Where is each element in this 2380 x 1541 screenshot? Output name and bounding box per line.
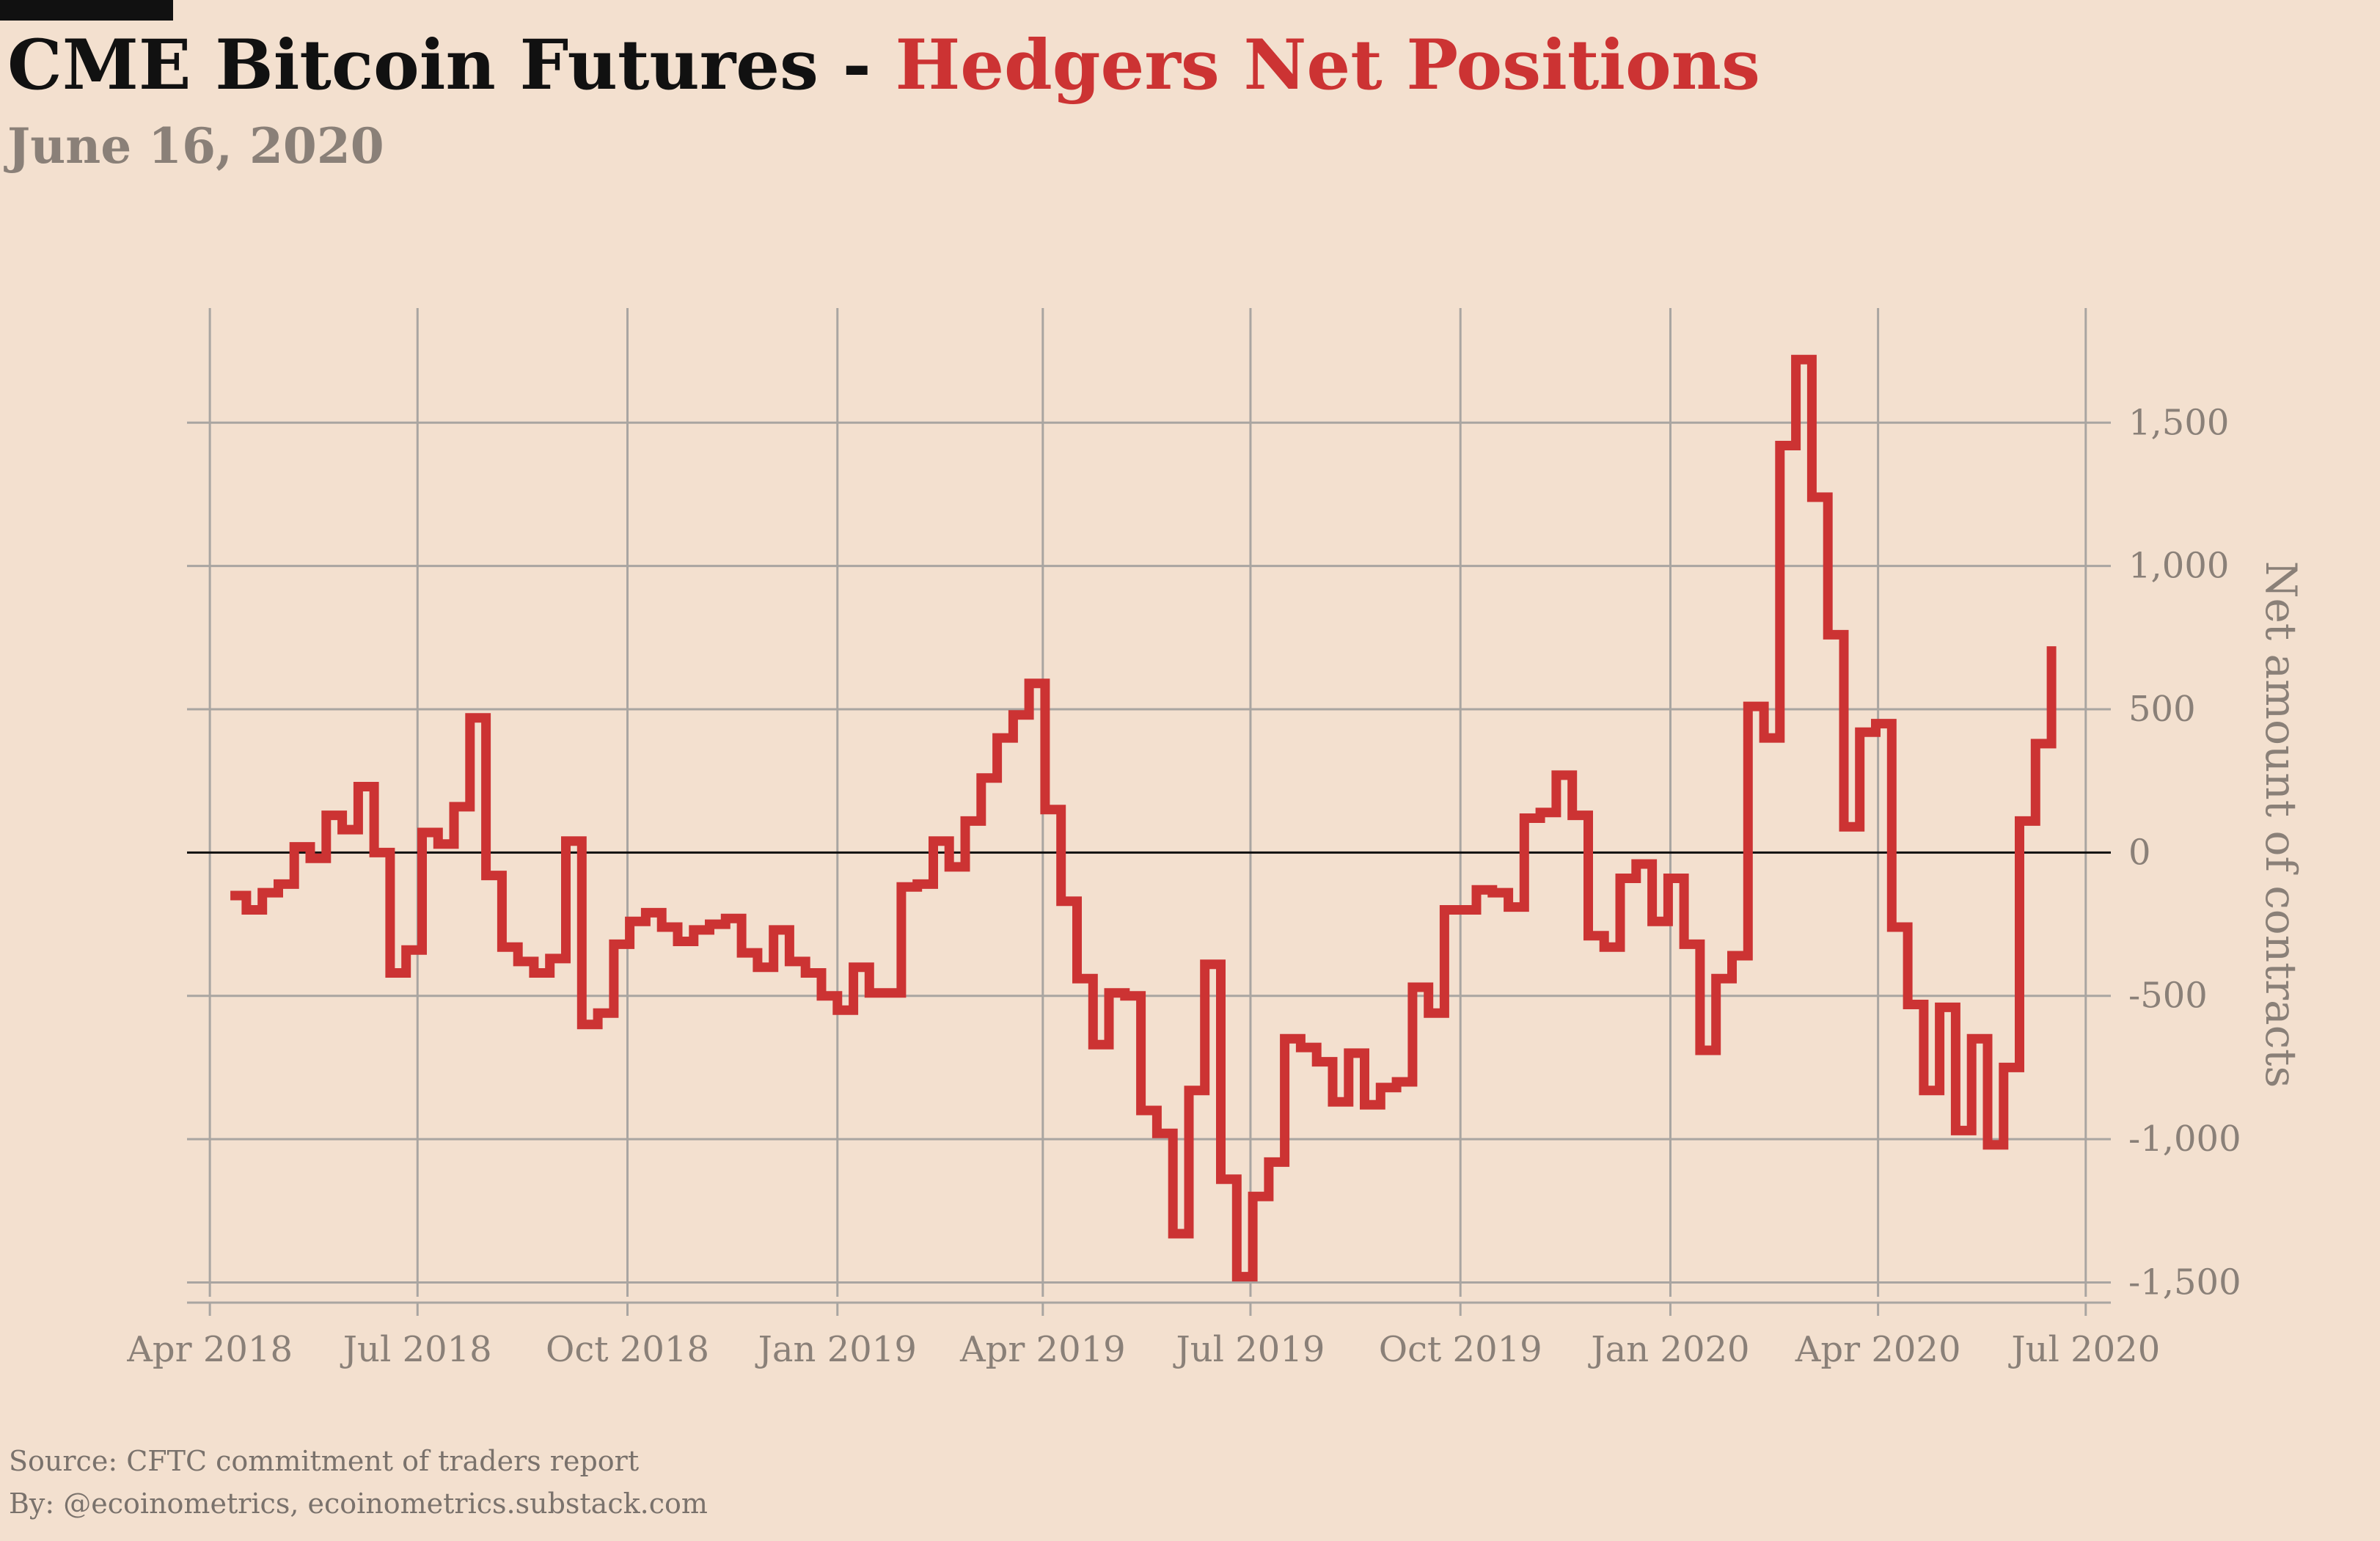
x-tick-label: Jan 2019 [755, 1329, 917, 1370]
hedgers-net-positions-line [230, 354, 2057, 1282]
x-gridlines [208, 308, 2087, 1297]
y-gridlines [187, 421, 2111, 1284]
y-tick-label: -1,500 [2128, 1262, 2241, 1303]
source-note: Source: CFTC commitment of traders repor… [9, 1445, 640, 1477]
byline: By: @ecoinometrics, ecoinometrics.substa… [9, 1487, 708, 1520]
y-tick-label: -500 [2128, 976, 2208, 1017]
top-accent-bar [0, 0, 173, 21]
x-tick-label: Jul 2018 [340, 1329, 492, 1370]
title-highlight: Hedgers Net Positions [895, 25, 1760, 106]
x-axis [187, 1301, 2111, 1316]
y-tick-label: 500 [2128, 689, 2196, 730]
x-tick-label: Jul 2019 [1173, 1329, 1325, 1370]
series-group [230, 354, 2057, 1282]
page-title: CME Bitcoin Futures - Hedgers Net Positi… [7, 25, 1760, 106]
y-tick-label: -1,000 [2128, 1119, 2241, 1160]
x-tick-label: Jul 2020 [2007, 1329, 2160, 1370]
x-tick-label: Oct 2019 [1379, 1329, 1542, 1370]
date-subtitle: June 16, 2020 [7, 117, 384, 175]
x-tick-label: Apr 2020 [1795, 1329, 1961, 1370]
title-main: CME Bitcoin Futures - [7, 25, 896, 106]
x-tick-labels: Apr 2018 Jul 2018 Oct 2018 Jan 2019 Apr 2019… [126, 1329, 2160, 1370]
y-tick-label: 1,500 [2128, 402, 2229, 443]
x-tick-label: Apr 2018 [126, 1329, 293, 1370]
y-tick-label: 1,000 [2128, 546, 2229, 587]
x-tick-label: Jan 2020 [1587, 1329, 1749, 1370]
x-tick-label: Apr 2019 [959, 1329, 1126, 1370]
x-tick-label: Oct 2018 [546, 1329, 709, 1370]
y-axis-title: Net amount of contracts [2256, 561, 2306, 1088]
y-tick-label: 0 [2128, 832, 2151, 873]
y-tick-labels: -1,500 -1,000 -500 0 500 1,000 1,500 [2128, 402, 2241, 1303]
